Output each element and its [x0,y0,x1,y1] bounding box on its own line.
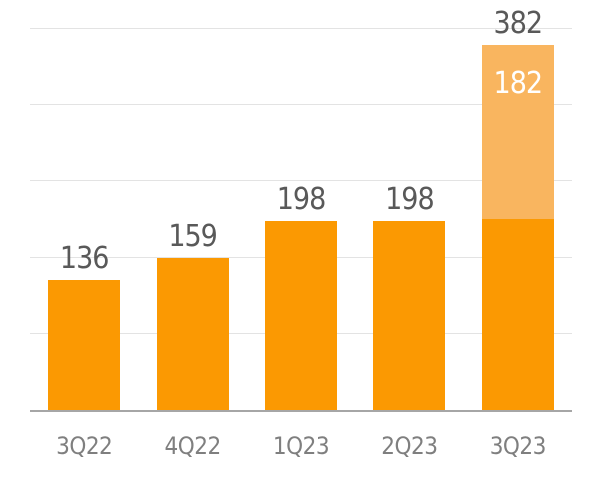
x-axis-label-2q23: 2Q23 [381,432,438,460]
bar-3q23-base [481,219,554,410]
bar-3q23-highlight [481,45,554,219]
x-axis-label-4q22: 4Q22 [164,432,221,460]
value-label-3q22: 136 [59,241,110,277]
bar-3q22-base [48,280,121,410]
bar-1q23-base [265,220,337,410]
value-label-4q22: 159 [168,219,218,255]
bar-2q23-base [373,220,446,410]
x-axis-label-1q23: 1Q23 [272,432,330,460]
bar-4q22-base [156,258,229,410]
value-label-3q23: 382 [493,6,544,42]
plot-area: 136 3Q22 159 4Q22 198 1Q23 198 2Q23 382 182 3Q23 [30,9,572,458]
x-axis-line [30,410,572,412]
gridline-320 [30,103,572,105]
gridline-240 [30,180,572,182]
x-axis-label-3q23: 3Q23 [489,432,547,460]
value-label-1q23: 198 [276,181,327,217]
value-label-2q23: 198 [385,181,435,217]
inside-label-3q23: 182 [493,66,544,102]
gridline-400 [30,27,572,29]
x-axis-label-3q22: 3Q22 [56,432,113,460]
